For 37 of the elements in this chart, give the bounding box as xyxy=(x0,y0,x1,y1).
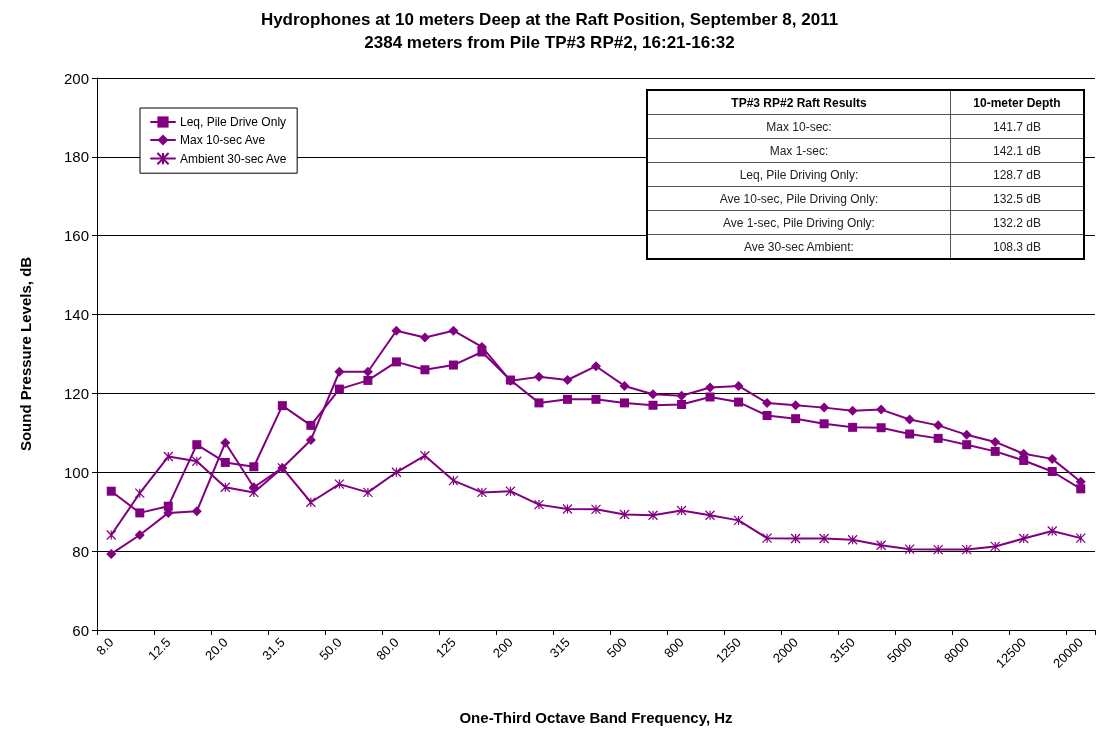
x-tick-label: 800 xyxy=(660,634,687,661)
legend-label: Leq, Pile Drive Only xyxy=(180,115,287,129)
x-tick-label: 125 xyxy=(432,634,459,661)
annotation: 132.2 dB xyxy=(950,210,1084,235)
y-axis-title: Sound Pressure Levels, dB xyxy=(17,256,34,452)
y-tick-label: 160 xyxy=(63,227,89,245)
chart-subtitle: 2384 meters from Pile TP#3 RP#2, 16:21-16:32 xyxy=(364,33,735,52)
annotation: 142.1 dB xyxy=(950,138,1084,163)
annotation: TP#3 RP#2 Raft Results xyxy=(647,90,951,115)
y-tick-label: 60 xyxy=(72,621,89,639)
y-tick-label: 180 xyxy=(63,148,89,166)
annotation: Max 10-sec: xyxy=(647,114,951,139)
y-tick-label: 120 xyxy=(63,384,89,402)
annotation: 10-meter Depth xyxy=(950,90,1084,115)
chart-title: Hydrophones at 10 meters Deep at the Raft Position, September 8, 2011 xyxy=(260,10,839,29)
annotation: Ave 30-sec Ambient: xyxy=(647,234,951,259)
x-tick-label: 500 xyxy=(603,634,630,661)
annotation: 108.3 dB xyxy=(950,234,1084,259)
y-tick-label: 140 xyxy=(63,306,89,324)
legend-label: Ambient 30-sec Ave xyxy=(180,151,287,166)
annotation: 132.5 dB xyxy=(950,186,1084,211)
annotation: Max 1-sec: xyxy=(647,138,951,163)
x-axis-title: One-Third Octave Band Frequency, Hz xyxy=(459,709,733,726)
annotation: Ave 10-sec, Pile Driving Only: xyxy=(647,186,951,211)
legend-label: Max 10-sec Ave xyxy=(180,133,266,147)
x-tick-label: 315 xyxy=(546,634,573,661)
annotation: Leq, Pile Driving Only: xyxy=(647,162,951,187)
x-tick-label: 200 xyxy=(489,634,516,661)
x-tick-label: 80.0 xyxy=(373,634,402,664)
y-tick-label: 80 xyxy=(72,542,89,560)
x-tick-label: 50.0 xyxy=(316,634,345,664)
y-tick-label: 200 xyxy=(63,69,89,87)
x-tick-label: 8.0 xyxy=(93,634,117,659)
annotation: 128.7 dB xyxy=(950,162,1084,187)
annotation: 141.7 dB xyxy=(950,114,1084,139)
y-tick-label: 100 xyxy=(63,463,89,481)
annotation: Ave 1-sec, Pile Driving Only: xyxy=(647,210,951,235)
